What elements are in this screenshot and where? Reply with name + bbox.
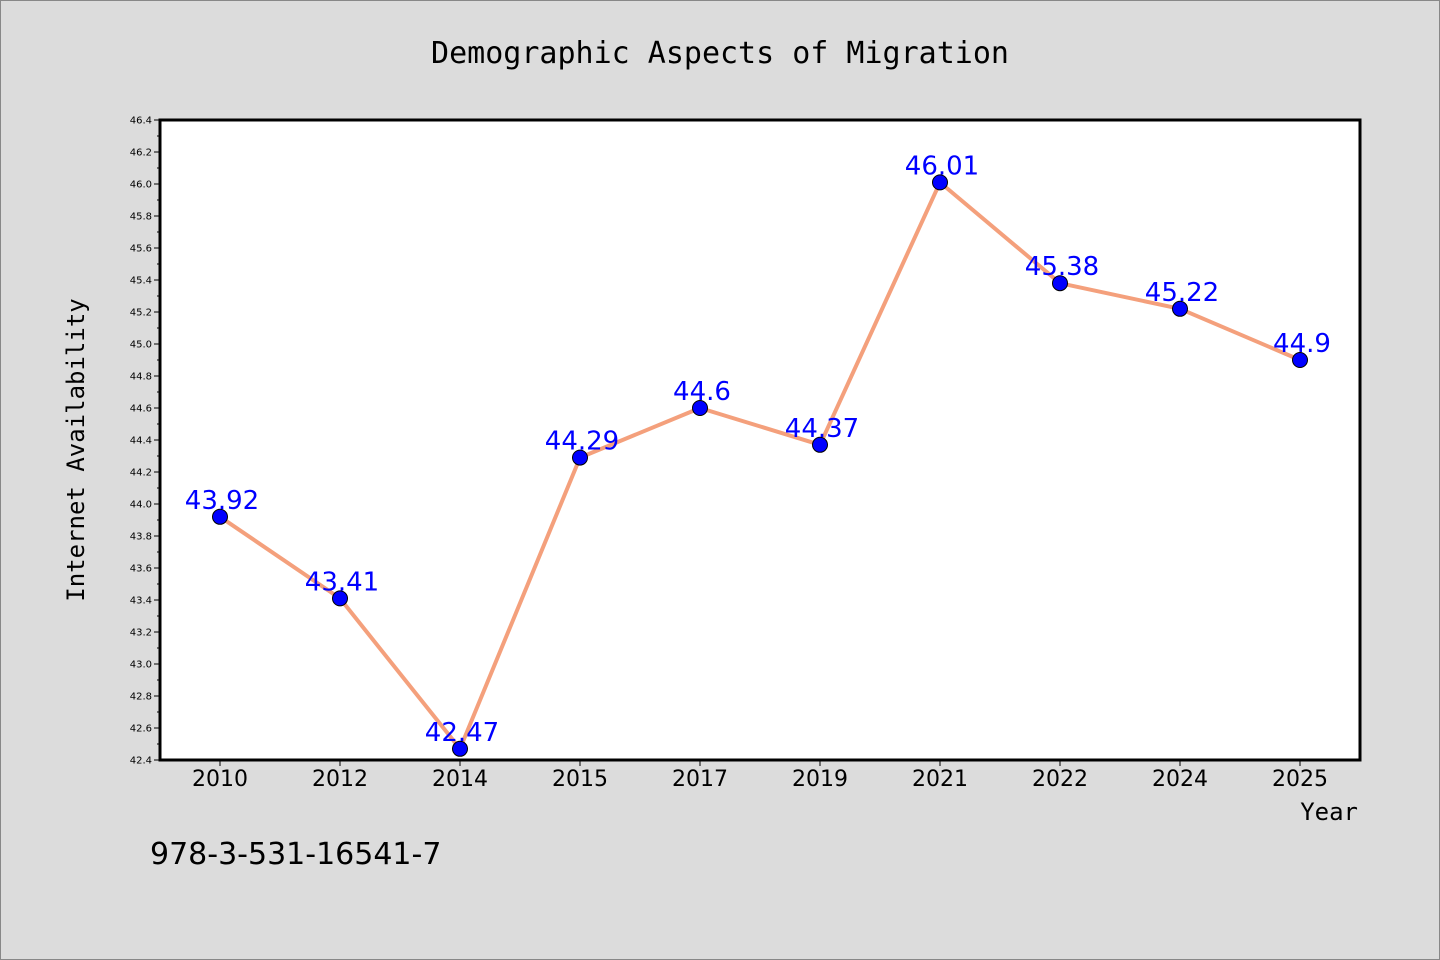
x-tick-label: 2019 xyxy=(792,767,848,792)
y-tick-label: 44.4 xyxy=(130,436,152,447)
y-tick-label: 45.8 xyxy=(130,212,152,223)
data-point xyxy=(452,740,468,757)
series-line xyxy=(218,180,1302,751)
y-tick-label: 45.2 xyxy=(130,308,152,319)
data-label: 45.38 xyxy=(1025,252,1099,282)
data-label: 43.92 xyxy=(185,486,259,516)
x-axis-title: Year xyxy=(1300,798,1358,826)
data-point xyxy=(332,590,348,607)
x-tick-label: 2024 xyxy=(1152,767,1208,792)
y-tick-label: 43.6 xyxy=(130,564,152,575)
data-point xyxy=(692,400,708,416)
y-axis: 42.4 42.6 42.8 43.0 43.2 43.4 43.6 43.8 44.0 44.2… xyxy=(130,116,160,767)
isbn-annotation: 978-3-531-16541-7 xyxy=(150,837,441,872)
y-tick-label: 45.4 xyxy=(130,276,152,287)
y-tick-label: 43.0 xyxy=(130,660,152,671)
x-tick-label: 2010 xyxy=(192,767,248,792)
x-tick-label: 2017 xyxy=(672,767,728,792)
data-point xyxy=(812,436,828,453)
y-axis-title: Internet Availability xyxy=(62,298,90,601)
data-label: 42.47 xyxy=(425,718,499,748)
x-tick-label: 2014 xyxy=(432,767,488,792)
data-point xyxy=(212,508,228,525)
data-point xyxy=(1172,300,1188,317)
y-tick-label: 43.2 xyxy=(130,628,152,639)
y-tick-label: 42.6 xyxy=(130,724,152,735)
y-tick-label: 42.8 xyxy=(130,692,152,703)
x-tick-label: 2022 xyxy=(1032,767,1088,792)
data-label: 46.01 xyxy=(905,151,979,181)
series-internet-availability: 43.92 43.41 42.47 44.29 44.6 44.37 46.01 45.38 4… xyxy=(185,151,1331,757)
plot-area xyxy=(158,118,1362,762)
data-label: 45.22 xyxy=(1145,278,1219,308)
y-tick-label: 46.4 xyxy=(130,116,152,127)
x-tick-label: 2015 xyxy=(552,767,608,792)
x-tick-label: 2025 xyxy=(1272,767,1328,792)
data-label: 44.6 xyxy=(673,377,731,407)
y-tick-label: 45.0 xyxy=(130,340,152,351)
data-point xyxy=(1292,352,1308,368)
y-tick-label: 44.8 xyxy=(130,372,152,383)
chart-title: Demographic Aspects of Migration xyxy=(431,36,1009,71)
data-point xyxy=(572,449,588,466)
y-tick-label: 46.2 xyxy=(130,148,152,159)
data-label: 44.37 xyxy=(785,414,859,444)
data-label: 43.41 xyxy=(305,567,379,597)
x-axis: 2010 2012 2014 2015 2017 2019 2021 2022 2024 2025 xyxy=(192,760,1328,792)
data-label: 44.29 xyxy=(545,427,619,457)
data-label: 44.9 xyxy=(1273,329,1331,359)
y-tick-label: 46.0 xyxy=(130,180,152,191)
data-point xyxy=(1052,275,1068,292)
x-tick-label: 2012 xyxy=(312,767,368,792)
y-tick-label: 43.4 xyxy=(130,596,152,607)
y-tick-label: 44.2 xyxy=(130,468,152,479)
y-tick-label: 44.0 xyxy=(130,500,152,511)
data-point xyxy=(932,174,948,191)
y-tick-label: 44.6 xyxy=(130,404,152,415)
y-tick-label: 43.8 xyxy=(130,532,152,543)
x-tick-label: 2021 xyxy=(912,767,968,792)
y-tick-label: 45.6 xyxy=(130,244,152,255)
y-tick-label: 42.4 xyxy=(130,756,152,767)
